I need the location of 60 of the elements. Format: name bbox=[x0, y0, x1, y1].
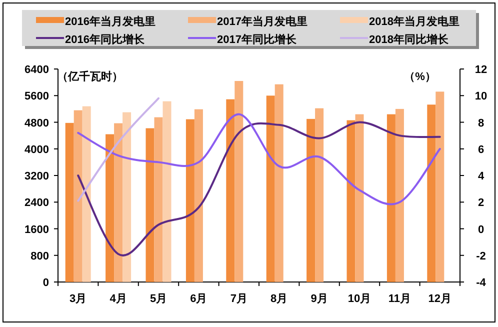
y2-tick-label: 8 bbox=[478, 117, 484, 130]
bar bbox=[122, 112, 132, 282]
x-tick-label: 12月 bbox=[428, 293, 452, 305]
x-tick-label: 7月 bbox=[230, 293, 248, 305]
legend-label: 2016年当月发电里 bbox=[65, 15, 156, 28]
bar bbox=[194, 109, 203, 282]
y-tick-label: 800 bbox=[30, 250, 49, 262]
legend-label: 2018年同比增长 bbox=[369, 33, 450, 46]
bar bbox=[427, 104, 436, 282]
y-tick-label: 6400 bbox=[24, 64, 49, 76]
bar bbox=[154, 117, 163, 282]
y2-tick-label: 12 bbox=[474, 64, 488, 76]
bar bbox=[436, 92, 444, 282]
x-tick-label: 11月 bbox=[388, 293, 412, 305]
bar bbox=[162, 101, 172, 282]
y-tick-label: 5600 bbox=[24, 90, 49, 103]
bar bbox=[395, 108, 404, 282]
line-series bbox=[77, 121, 441, 256]
y-tick-label: 2400 bbox=[24, 197, 49, 210]
y2-tick-label: 2 bbox=[478, 197, 484, 210]
bar bbox=[186, 119, 194, 282]
bar bbox=[315, 108, 324, 282]
bar bbox=[146, 128, 154, 282]
bar bbox=[114, 123, 123, 282]
bar bbox=[274, 84, 284, 282]
y2-tick-label: 4 bbox=[478, 170, 485, 182]
x-tick-label: 9月 bbox=[310, 293, 328, 305]
bar bbox=[106, 134, 114, 282]
y2-tick-label: -2 bbox=[476, 250, 486, 262]
y-tick-label: 4000 bbox=[24, 144, 49, 156]
x-tick-label: 4月 bbox=[110, 293, 127, 305]
bar bbox=[386, 114, 396, 282]
y2-tick-label: 10 bbox=[474, 90, 488, 103]
y2-tick-label: 0 bbox=[478, 224, 484, 236]
y-tick-label: 4800 bbox=[24, 117, 49, 130]
bar bbox=[74, 110, 82, 282]
y-axis-title: （亿千瓦时） bbox=[57, 70, 123, 83]
x-tick-label: 3月 bbox=[70, 293, 87, 305]
bar bbox=[234, 80, 244, 282]
y2-axis-title: （%） bbox=[404, 71, 436, 83]
legend-label: 2017年当月发电里 bbox=[217, 15, 308, 28]
y-tick-label: 1600 bbox=[24, 224, 49, 236]
legend-label: 2017年同比增长 bbox=[217, 33, 298, 46]
x-tick-label: 10月 bbox=[348, 293, 372, 305]
legend-label: 2018年当月发电里 bbox=[369, 15, 460, 28]
bar bbox=[355, 114, 364, 282]
bar bbox=[306, 118, 316, 282]
x-tick-label: 8月 bbox=[270, 293, 288, 305]
y-tick-label: 3200 bbox=[24, 170, 49, 182]
x-tick-label: 5月 bbox=[150, 293, 168, 305]
bar bbox=[65, 122, 74, 282]
legend-label: 2016年同比增长 bbox=[65, 33, 146, 46]
bar bbox=[226, 99, 235, 282]
y2-tick-label: -4 bbox=[476, 277, 487, 289]
x-tick-label: 6月 bbox=[190, 293, 208, 305]
bar bbox=[346, 120, 356, 282]
y2-tick-label: 6 bbox=[478, 144, 484, 156]
bar bbox=[82, 106, 91, 282]
y-tick-label: 0 bbox=[42, 277, 49, 289]
bar bbox=[266, 96, 275, 282]
